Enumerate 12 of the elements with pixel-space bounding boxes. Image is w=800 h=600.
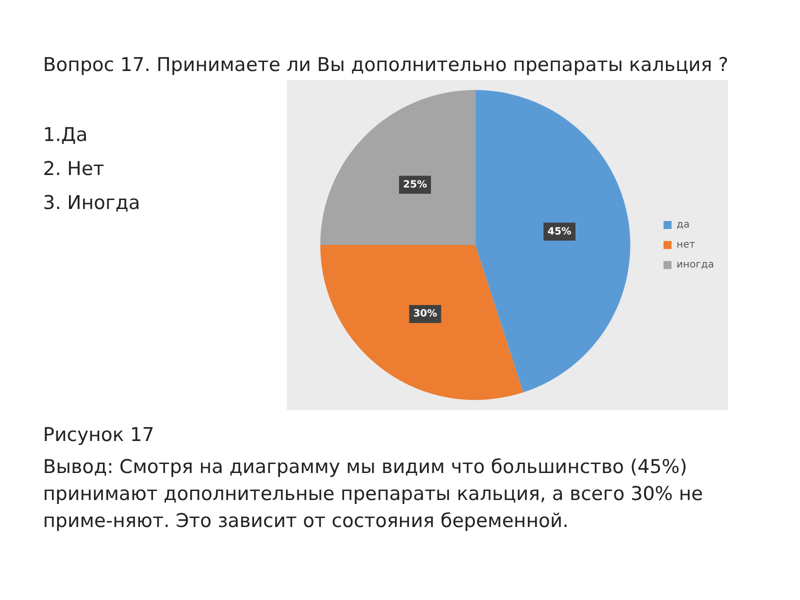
- text: Рисунок 17: [43, 423, 154, 448]
- text: 2. Нет: [43, 157, 104, 182]
- data-label: 45%: [548, 226, 572, 238]
- text: 1.Да: [43, 123, 88, 148]
- data-label: 30%: [413, 308, 438, 320]
- text: Вывод: Смотря на диаграмму мы видим что большинство (45%) принимают дополнительные препараты кальция, а всего 30% не приме-няют. Это зависит от состояния беременной.: [43, 455, 704, 534]
- legend-label: иногда: [676, 260, 714, 271]
- data-label: 25%: [403, 179, 427, 190]
- text: 3. Иногда: [43, 191, 140, 216]
- chart-title: Вопрос 17. Принимаете ли Вы дополнительно препараты кальция ?: [43, 53, 730, 78]
- legend-label: нет: [676, 240, 696, 251]
- legend-label: да: [676, 220, 690, 231]
